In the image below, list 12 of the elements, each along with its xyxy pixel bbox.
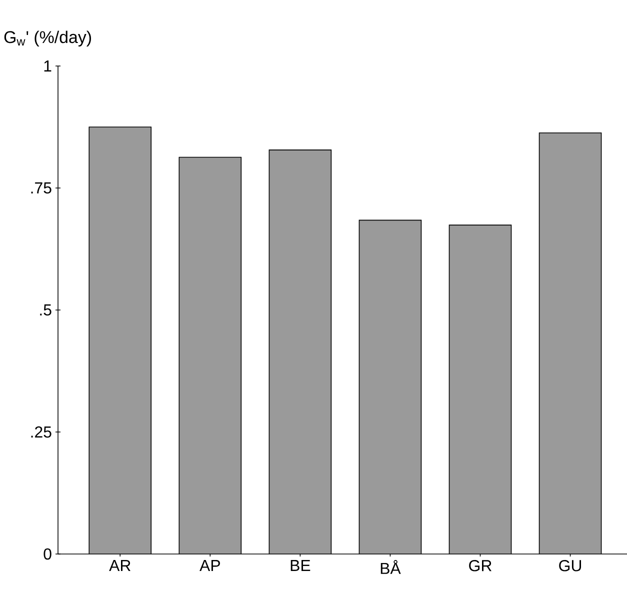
y-tick-label: .75 (31, 182, 52, 194)
x-tick-label: AR (109, 560, 130, 571)
x-tick-label: GR (469, 560, 492, 572)
y-tick-label: 0 (44, 548, 52, 560)
y-tick-label: .5 (40, 304, 52, 316)
x-tick-label: BE (290, 560, 310, 571)
x-tick-label: GU (559, 560, 582, 572)
x-tick-label: BÅ (380, 560, 401, 574)
x-tick-label: AP (200, 560, 220, 571)
y-tick-label: .25 (31, 426, 52, 438)
y-axis-title: G$_{w}$' (%/day) (4, 30, 91, 46)
y-tick-label: 1 (44, 60, 52, 72)
